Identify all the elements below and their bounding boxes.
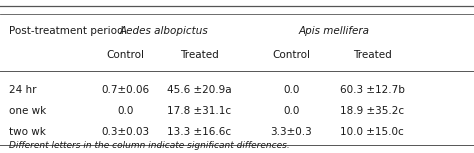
Text: 3.3±0.3: 3.3±0.3 — [271, 127, 312, 137]
Text: Control: Control — [107, 50, 145, 60]
Text: 0.3±0.03: 0.3±0.03 — [101, 127, 150, 137]
Text: 13.3 ±16.6c: 13.3 ±16.6c — [167, 127, 231, 137]
Text: Control: Control — [273, 50, 310, 60]
Text: 45.6 ±20.9a: 45.6 ±20.9a — [167, 84, 231, 95]
Text: 0.7±0.06: 0.7±0.06 — [101, 84, 150, 95]
Text: 0.0: 0.0 — [283, 106, 300, 116]
Text: 0.0: 0.0 — [283, 84, 300, 95]
Text: two wk: two wk — [9, 127, 46, 137]
Text: 18.9 ±35.2c: 18.9 ±35.2c — [340, 106, 404, 116]
Text: 24 hr: 24 hr — [9, 84, 37, 95]
Text: 60.3 ±12.7b: 60.3 ±12.7b — [340, 84, 404, 95]
Text: 10.0 ±15.0c: 10.0 ±15.0c — [340, 127, 404, 137]
Text: Apis mellifera: Apis mellifera — [299, 26, 370, 36]
Text: Post-treatment period: Post-treatment period — [9, 26, 124, 36]
Text: 0.0: 0.0 — [118, 106, 134, 116]
Text: one wk: one wk — [9, 106, 47, 116]
Text: Different letters in the column indicate significant differences.: Different letters in the column indicate… — [9, 141, 290, 150]
Text: Aedes albopictus: Aedes albopictus — [119, 26, 208, 36]
Text: Treated: Treated — [353, 50, 392, 60]
Text: Treated: Treated — [180, 50, 219, 60]
Text: 17.8 ±31.1c: 17.8 ±31.1c — [167, 106, 231, 116]
